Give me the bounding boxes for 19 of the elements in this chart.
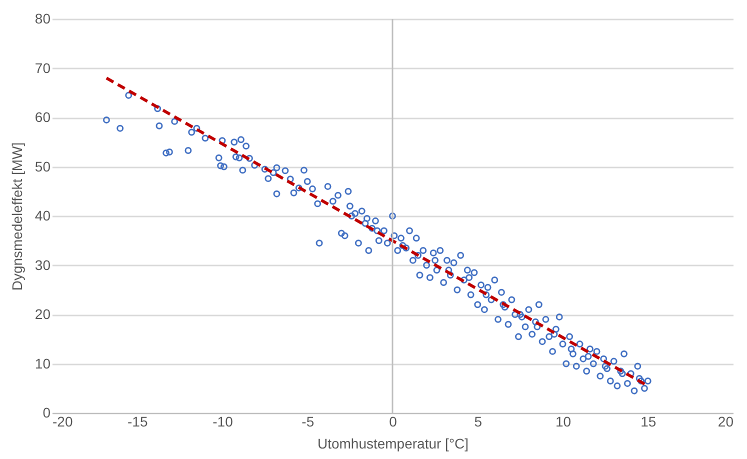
x-axis-title: Utomhustemperatur [°C] xyxy=(317,436,469,452)
x-tick-label: -20 xyxy=(52,414,73,430)
x-tick-label: -15 xyxy=(128,414,148,430)
y-tick-label: 10 xyxy=(34,355,51,372)
y-tick-label: 30 xyxy=(34,256,51,273)
y-tick-label: 60 xyxy=(34,109,51,125)
y-tick-label: 70 xyxy=(34,60,51,76)
y-tick-label: 20 xyxy=(34,306,51,322)
x-tick-label: -10 xyxy=(212,414,234,430)
x-tick-label: 5 xyxy=(474,414,482,430)
y-axis-title: Dygnsmedeleffekt [MW] xyxy=(8,142,25,291)
y-tick-label: 80 xyxy=(34,10,51,26)
x-tick-label: 10 xyxy=(555,414,572,430)
x-tick-label: 0 xyxy=(389,414,398,430)
x-tick-label: 15 xyxy=(640,414,656,430)
y-tick-label: 40 xyxy=(34,208,51,224)
x-tick-label: 20 xyxy=(718,414,734,430)
y-tick-label: 50 xyxy=(34,158,51,174)
x-tick-label: -5 xyxy=(302,414,314,430)
